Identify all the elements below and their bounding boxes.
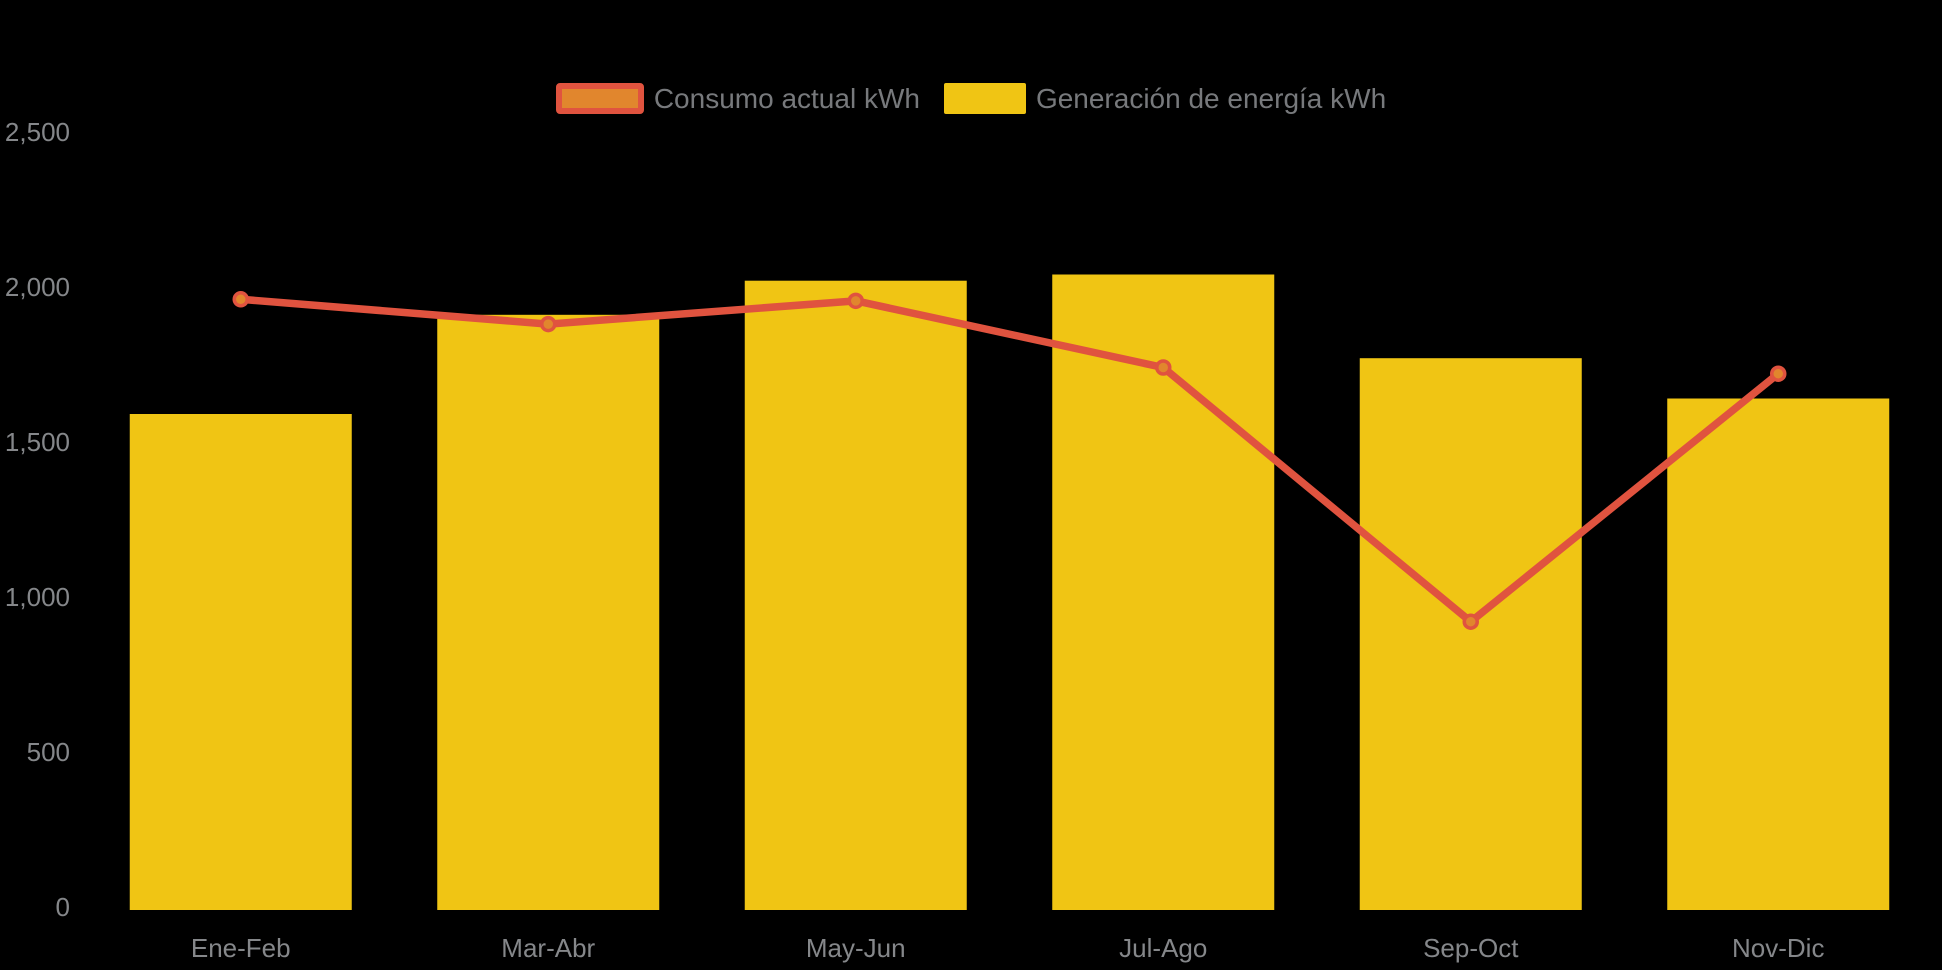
y-tick-0: 0 [56, 892, 70, 922]
point-nov-dic[interactable] [1770, 365, 1787, 382]
bar-may-jun[interactable] [744, 280, 967, 910]
point-jul-ago[interactable] [1155, 359, 1172, 376]
x-label-mar-abr: Mar-Abr [501, 933, 595, 963]
y-tick-500: 500 [27, 737, 70, 767]
bar-ene-feb[interactable] [129, 414, 352, 910]
legend-swatch-consumo-actual [555, 83, 644, 114]
x-label-may-jun: May-Jun [806, 933, 906, 963]
bar-sep-oct[interactable] [1359, 358, 1582, 910]
consumption-line [237, 295, 1782, 626]
chart-legend: Consumo actual kWh Generación de energía… [0, 83, 1942, 114]
legend-item-generacion-energia[interactable]: Generación de energía kWh [943, 83, 1387, 114]
y-tick-2-500: 2,500 [5, 117, 70, 147]
bar-mar-abr[interactable] [437, 314, 660, 910]
x-label-jul-ago: Jul-Ago [1119, 933, 1207, 963]
x-label-nov-dic: Nov-Dic [1732, 933, 1824, 963]
legend-label-consumo-actual: Consumo actual kWh [653, 83, 920, 114]
point-mar-abr[interactable] [540, 315, 557, 333]
y-tick-1-000: 1,000 [5, 582, 70, 612]
bar-jul-ago[interactable] [1052, 274, 1275, 911]
point-ene-feb[interactable] [232, 291, 249, 308]
y-tick-1-500: 1,500 [5, 427, 70, 457]
x-label-ene-feb: Ene-Feb [191, 933, 291, 963]
bar-nov-dic[interactable] [1667, 398, 1890, 911]
legend-swatch-generacion-energia [943, 83, 1026, 114]
point-sep-oct[interactable] [1462, 613, 1479, 630]
x-label-sep-oct: Sep-Oct [1423, 933, 1519, 963]
legend-label-generacion-energia: Generación de energía kWh [1035, 83, 1387, 114]
y-tick-2-000: 2,000 [5, 272, 70, 302]
legend-item-consumo-actual[interactable]: Consumo actual kWh [555, 83, 920, 114]
point-may-jun[interactable] [847, 292, 864, 310]
